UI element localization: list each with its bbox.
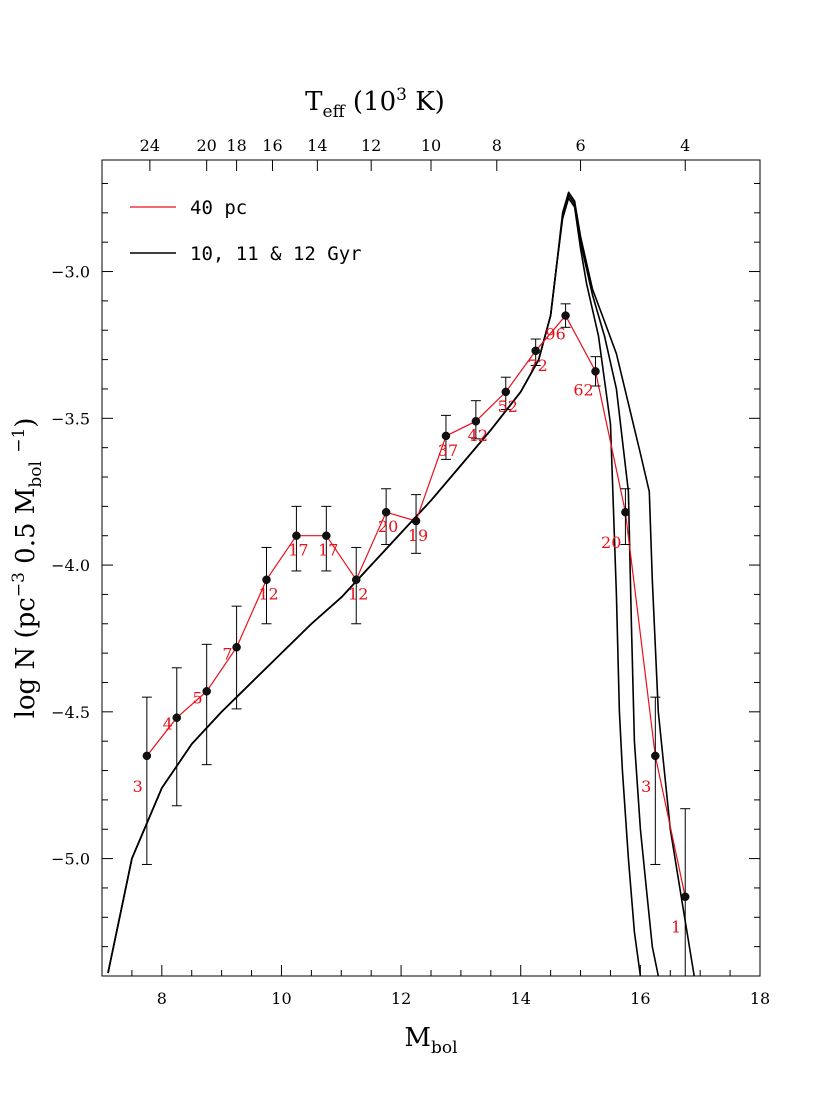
- model-curves-group: [107, 191, 695, 977]
- tick-marks-group: [101, 160, 761, 977]
- x-tick-label: 12: [391, 989, 411, 1008]
- count-label: 37: [438, 441, 458, 460]
- data-point: [172, 713, 182, 722]
- data-point: [561, 311, 570, 320]
- data-point: [680, 892, 690, 901]
- data-point: [292, 531, 301, 540]
- model-curve: [107, 191, 695, 977]
- count-label: 20: [601, 533, 621, 552]
- count-label: 62: [573, 380, 593, 399]
- count-label: 12: [348, 585, 368, 604]
- model-curve: [107, 197, 642, 977]
- plot-frame: [101, 159, 761, 977]
- legend-label-models: 10, 11 & 12 Gyr: [190, 243, 362, 265]
- top-tick-label: 18: [226, 136, 246, 155]
- top-tick-label: 16: [262, 136, 282, 155]
- count-label: 19: [408, 526, 428, 545]
- count-label: 7: [222, 644, 232, 663]
- y-axis-title: log N (pc−3 0.5 Mbol −1): [9, 418, 46, 719]
- top-tick-label: 20: [197, 136, 217, 155]
- count-label: 72: [528, 356, 548, 375]
- legend: 40 pc 10, 11 & 12 Gyr: [130, 197, 362, 265]
- axis-labels-group: 8 10 12 14 16 18−5.0−4.5−4.0−3.5−3.024 20 18 16 1…: [9, 85, 770, 1058]
- y-tick-label: −3.0: [51, 263, 90, 282]
- count-label: 5: [192, 688, 202, 707]
- data-point: [411, 516, 421, 526]
- data-point: [501, 387, 511, 397]
- count-label: 4: [163, 715, 173, 734]
- x-tick-label: 16: [630, 989, 650, 1008]
- data-point: [232, 643, 241, 652]
- data-point: [322, 531, 331, 540]
- data-point: [202, 687, 211, 696]
- observed-line: [146, 314, 686, 897]
- x-tick-label: 8: [157, 989, 167, 1008]
- x-tick-label: 14: [511, 989, 531, 1008]
- count-label: 17: [288, 541, 308, 560]
- count-label: 1: [671, 918, 681, 937]
- data-point: [471, 416, 481, 426]
- count-label: 12: [258, 585, 278, 604]
- x-axis-title: Mbol: [404, 1023, 457, 1058]
- data-point: [651, 751, 660, 761]
- data-point: [591, 367, 600, 376]
- top-tick-label: 4: [680, 136, 690, 155]
- data-point: [381, 507, 391, 517]
- count-label: 96: [545, 325, 565, 344]
- data-point: [262, 575, 271, 584]
- legend-label-40pc: 40 pc: [190, 197, 247, 219]
- top-axis-title: Teff (103 K): [305, 85, 445, 122]
- x-tick-label: 18: [750, 989, 770, 1008]
- y-tick-label: −5.0: [51, 850, 90, 869]
- count-label: 17: [318, 541, 338, 560]
- y-tick-label: −3.5: [51, 409, 90, 428]
- count-label: 3: [133, 777, 143, 796]
- y-tick-label: −4.0: [51, 556, 90, 575]
- count-label: 20: [378, 517, 398, 536]
- top-tick-label: 8: [492, 136, 502, 155]
- top-tick-label: 10: [421, 136, 441, 155]
- count-label: 3: [641, 777, 651, 796]
- count-label: 52: [498, 397, 518, 416]
- y-tick-label: −4.5: [51, 703, 90, 722]
- top-tick-label: 24: [140, 136, 160, 155]
- data-point: [531, 346, 540, 356]
- plot-frame-group: [101, 159, 761, 977]
- observed-data-group: 3 45 7 12 17 17 12 20 19 37 42 52 72 96 62 20 3 1: [133, 303, 691, 977]
- data-point: [351, 575, 361, 584]
- x-tick-label: 10: [271, 989, 291, 1008]
- data-point: [441, 431, 451, 441]
- top-tick-label: 6: [575, 136, 585, 155]
- data-point: [621, 507, 630, 517]
- top-tick-label: 12: [361, 136, 381, 155]
- top-tick-label: 14: [307, 136, 327, 155]
- count-label: 42: [468, 426, 488, 445]
- data-point: [142, 751, 152, 761]
- model-curve: [107, 194, 660, 977]
